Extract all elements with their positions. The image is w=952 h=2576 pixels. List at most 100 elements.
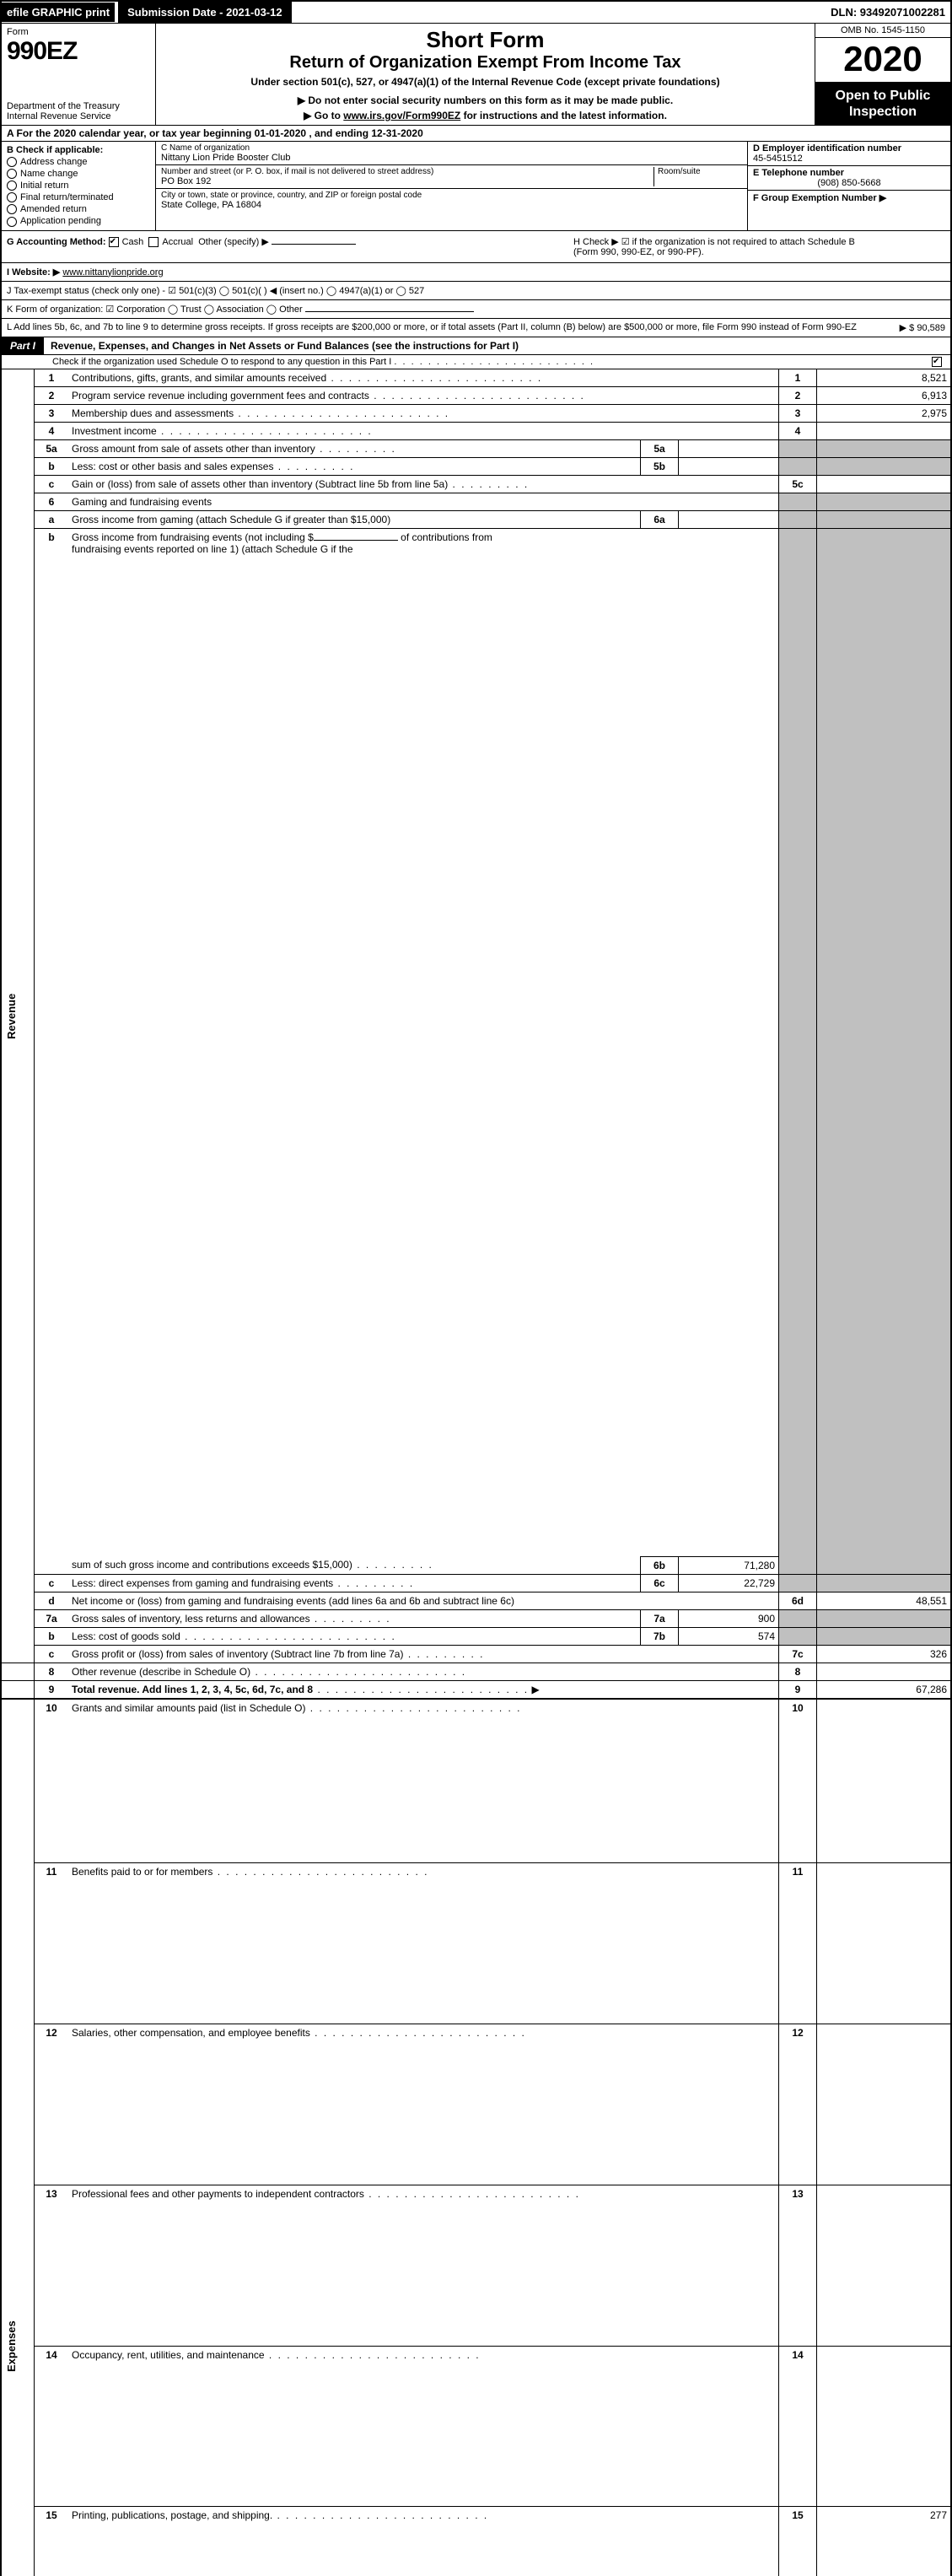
open-to-public: Open to Public Inspection bbox=[815, 83, 950, 125]
section-b: B Check if applicable: Address change Na… bbox=[2, 142, 156, 230]
chk-address-change[interactable]: Address change bbox=[7, 157, 150, 167]
revenue-side-label: Revenue bbox=[2, 369, 35, 1663]
street-label: Number and street (or P. O. box, if mail… bbox=[161, 167, 653, 176]
amt-6d: 48,551 bbox=[817, 1592, 951, 1609]
chk-cash[interactable] bbox=[109, 237, 119, 247]
street-value: PO Box 192 bbox=[161, 176, 653, 186]
amt-15: 277 bbox=[817, 2507, 951, 2576]
section-c: C Name of organization Nittany Lion Prid… bbox=[156, 142, 748, 230]
section-h: H Check ▶ ☑ if the organization is not r… bbox=[568, 231, 950, 262]
section-g: G Accounting Method: Cash Accrual Other … bbox=[2, 231, 568, 262]
return-title: Return of Organization Exempt From Incom… bbox=[161, 53, 809, 73]
chk-accrual[interactable] bbox=[148, 237, 159, 247]
form-word: Form bbox=[7, 27, 150, 37]
department-label: Department of the Treasury Internal Reve… bbox=[7, 101, 150, 121]
part1-schedule-o-note: Check if the organization used Schedule … bbox=[2, 355, 950, 369]
section-h-line1: H Check ▶ ☑ if the organization is not r… bbox=[573, 236, 945, 247]
line-5c: c Gain or (loss) from sale of assets oth… bbox=[2, 475, 950, 493]
ein-value: 45-5451512 bbox=[753, 154, 945, 164]
part1-table: Revenue 1 Contributions, gifts, grants, … bbox=[2, 369, 950, 2576]
section-l: L Add lines 5b, 6c, and 7b to line 9 to … bbox=[2, 319, 950, 337]
amt-1: 8,521 bbox=[817, 369, 951, 387]
room-label: Room/suite bbox=[658, 167, 742, 176]
amt-4 bbox=[817, 422, 951, 439]
line-14: 14 Occupancy, rent, utilities, and maint… bbox=[2, 2346, 950, 2507]
dept-treasury: Department of the Treasury bbox=[7, 101, 120, 111]
irs-link[interactable]: www.irs.gov/Form990EZ bbox=[343, 110, 460, 121]
contrib-amount-input[interactable] bbox=[314, 540, 398, 541]
line-12: 12 Salaries, other compensation, and emp… bbox=[2, 2024, 950, 2185]
form-number: 990EZ bbox=[7, 37, 150, 66]
submission-date-label: Submission Date - 2021-03-12 bbox=[118, 2, 292, 23]
org-name: Nittany Lion Pride Booster Club bbox=[161, 153, 742, 163]
chk-application-pending[interactable]: Application pending bbox=[7, 216, 150, 226]
header-left: Form 990EZ Department of the Treasury In… bbox=[2, 24, 156, 125]
chk-initial-return[interactable]: Initial return bbox=[7, 181, 150, 191]
line-5a: 5a Gross amount from sale of assets othe… bbox=[2, 439, 950, 457]
chk-final-return[interactable]: Final return/terminated bbox=[7, 192, 150, 202]
part1-title: Revenue, Expenses, and Changes in Net As… bbox=[44, 340, 519, 352]
goto-suffix: for instructions and the latest informat… bbox=[464, 110, 667, 121]
part1-header: Part I Revenue, Expenses, and Changes in… bbox=[2, 337, 950, 355]
form-of-org: K Form of organization: ☑ Corporation ◯ … bbox=[7, 304, 303, 315]
phone-label: E Telephone number bbox=[753, 168, 945, 178]
city-value: State College, PA 16804 bbox=[161, 200, 742, 210]
other-specify-input[interactable] bbox=[272, 244, 356, 245]
amt-7b: 574 bbox=[679, 1627, 779, 1645]
header-right: OMB No. 1545-1150 2020 Open to Public In… bbox=[815, 24, 950, 125]
line-15: 15 Printing, publications, postage, and … bbox=[2, 2507, 950, 2576]
dln-label: DLN: 93492071002281 bbox=[831, 6, 950, 19]
omb-number: OMB No. 1545-1150 bbox=[815, 24, 950, 38]
other-specify: Other (specify) ▶ bbox=[198, 237, 269, 247]
line-7a: 7a Gross sales of inventory, less return… bbox=[2, 1609, 950, 1627]
part1-tab: Part I bbox=[2, 337, 44, 354]
line-8: 8 Other revenue (describe in Schedule O)… bbox=[2, 1663, 950, 1680]
header-center: Short Form Return of Organization Exempt… bbox=[156, 24, 815, 125]
chk-amended-return[interactable]: Amended return bbox=[7, 204, 150, 214]
line-2: 2 Program service revenue including gove… bbox=[2, 386, 950, 404]
line-6c: c Less: direct expenses from gaming and … bbox=[2, 1574, 950, 1592]
gross-receipts-amount: ▶ $ 90,589 bbox=[900, 322, 945, 333]
amt-7a: 900 bbox=[679, 1609, 779, 1627]
section-b-title: B Check if applicable: bbox=[7, 145, 150, 155]
accounting-method-label: G Accounting Method: bbox=[7, 237, 106, 247]
page-container: efile GRAPHIC print Submission Date - 20… bbox=[0, 0, 952, 2576]
line-6a: a Gross income from gaming (attach Sched… bbox=[2, 510, 950, 528]
gross-receipts-text: L Add lines 5b, 6c, and 7b to line 9 to … bbox=[7, 322, 900, 333]
other-org-input[interactable] bbox=[305, 311, 474, 312]
info-grid: B Check if applicable: Address change Na… bbox=[2, 142, 950, 231]
website-link[interactable]: www.nittanylionpride.org bbox=[62, 267, 163, 278]
efile-print-button[interactable]: efile GRAPHIC print bbox=[2, 3, 115, 22]
city-label: City or town, state or province, country… bbox=[161, 191, 742, 200]
amt-6c: 22,729 bbox=[679, 1574, 779, 1592]
section-h-line2: (Form 990, 990-EZ, or 990-PF). bbox=[573, 247, 945, 257]
amt-3: 2,975 bbox=[817, 404, 951, 422]
expenses-side-label: Expenses bbox=[2, 1699, 35, 2576]
website-label: I Website: ▶ bbox=[7, 267, 60, 278]
section-k: K Form of organization: ☑ Corporation ◯ … bbox=[2, 300, 950, 319]
do-not-enter: ▶ Do not enter social security numbers o… bbox=[161, 94, 809, 106]
line-6d: d Net income or (loss) from gaming and f… bbox=[2, 1592, 950, 1609]
under-section: Under section 501(c), 527, or 4947(a)(1)… bbox=[161, 76, 809, 88]
section-a-tax-year: A For the 2020 calendar year, or tax yea… bbox=[2, 126, 950, 142]
amt-2: 6,913 bbox=[817, 386, 951, 404]
line-1: Revenue 1 Contributions, gifts, grants, … bbox=[2, 369, 950, 387]
tax-year: 2020 bbox=[815, 38, 950, 83]
group-exemption-label: F Group Exemption Number ▶ bbox=[753, 192, 945, 203]
chk-name-change[interactable]: Name change bbox=[7, 169, 150, 179]
amt-7c: 326 bbox=[817, 1645, 951, 1663]
irs-label: Internal Revenue Service bbox=[7, 111, 111, 121]
line-13: 13 Professional fees and other payments … bbox=[2, 2185, 950, 2346]
amt-9: 67,286 bbox=[817, 1680, 951, 1699]
line-3: 3 Membership dues and assessments 3 2,97… bbox=[2, 404, 950, 422]
line-5b: b Less: cost or other basis and sales ex… bbox=[2, 457, 950, 475]
section-i: I Website: ▶ www.nittanylionpride.org bbox=[2, 263, 950, 282]
short-form-title: Short Form bbox=[161, 27, 809, 53]
line-10: Expenses 10 Grants and similar amounts p… bbox=[2, 1699, 950, 1863]
line-gh: G Accounting Method: Cash Accrual Other … bbox=[2, 231, 950, 263]
line-4: 4 Investment income 4 bbox=[2, 422, 950, 439]
section-d: D Employer identification number 45-5451… bbox=[748, 142, 950, 230]
chk-schedule-o[interactable] bbox=[932, 357, 942, 367]
line-7c: c Gross profit or (loss) from sales of i… bbox=[2, 1645, 950, 1663]
line-6b: b Gross income from fundraising events (… bbox=[2, 528, 950, 1556]
